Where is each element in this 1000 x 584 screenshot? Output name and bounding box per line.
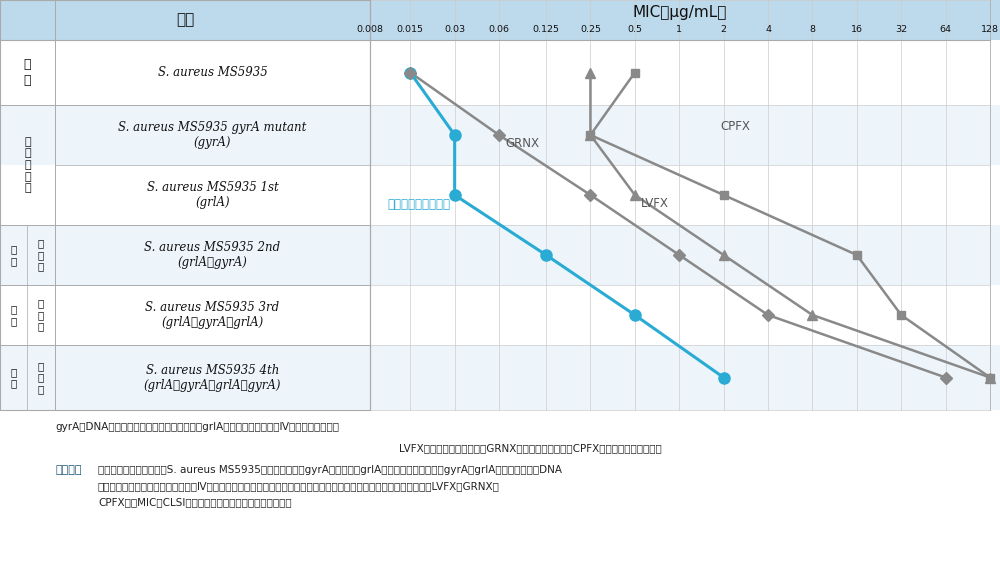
Text: 32: 32 bbox=[895, 25, 907, 33]
Text: 【方法】: 【方法】 bbox=[55, 465, 82, 475]
Text: 16: 16 bbox=[851, 25, 863, 33]
Text: 64: 64 bbox=[940, 25, 952, 33]
Text: ラスクフロキサシン: ラスクフロキサシン bbox=[388, 198, 451, 211]
Text: CPFX）のMICをCLSI寒天平板希釈法に準拠して測定した。: CPFX）のMICをCLSI寒天平板希釈法に準拠して測定した。 bbox=[98, 497, 292, 507]
Text: 変
異
株: 変 異 株 bbox=[38, 298, 44, 332]
Text: 親
株: 親 株 bbox=[24, 58, 31, 86]
Text: 二
重: 二 重 bbox=[10, 244, 17, 266]
Text: MIC（μg/mL）: MIC（μg/mL） bbox=[633, 5, 727, 20]
Text: 0.25: 0.25 bbox=[580, 25, 601, 33]
Text: 0.5: 0.5 bbox=[627, 25, 642, 33]
Text: S. aureus MS5935 3rd
(grlA、gyrA、grlA): S. aureus MS5935 3rd (grlA、gyrA、grlA) bbox=[145, 301, 280, 329]
Text: 0.008: 0.008 bbox=[356, 25, 384, 33]
Text: 128: 128 bbox=[981, 25, 999, 33]
Text: S. aureus MS5935 gyrA mutant
(gyrA): S. aureus MS5935 gyrA mutant (gyrA) bbox=[118, 121, 307, 149]
Text: 0.03: 0.03 bbox=[444, 25, 465, 33]
Text: 0.125: 0.125 bbox=[533, 25, 560, 33]
Bar bbox=[0, 285, 1000, 345]
Text: LVFX: LVFX bbox=[641, 197, 669, 210]
Text: 四
重: 四 重 bbox=[10, 367, 17, 388]
Text: S. aureus MS5935 1st
(grlA): S. aureus MS5935 1st (grlA) bbox=[147, 181, 278, 209]
Bar bbox=[0, 165, 1000, 225]
Text: 変
異
株: 変 異 株 bbox=[38, 361, 44, 394]
Bar bbox=[0, 105, 1000, 165]
Text: S. aureus MS5935 2nd
(grlA、gyrA): S. aureus MS5935 2nd (grlA、gyrA) bbox=[144, 241, 281, 269]
Text: 一
重
変
異
株: 一 重 変 異 株 bbox=[24, 137, 31, 193]
Bar bbox=[0, 40, 1000, 105]
Text: 8: 8 bbox=[809, 25, 815, 33]
Text: CPFX: CPFX bbox=[720, 120, 750, 134]
Text: 1: 1 bbox=[676, 25, 682, 33]
Text: 黄色ブドウ球菌（親株：S. aureus MS5935、一重変異株：gyrA変異株又はgrlA変異株、二重変異株：gyrA、grlA変異株）由来のDNA: 黄色ブドウ球菌（親株：S. aureus MS5935、一重変異株：gyrA変異… bbox=[98, 465, 562, 475]
Text: 変
異
株: 変 異 株 bbox=[38, 238, 44, 272]
Text: 2: 2 bbox=[721, 25, 727, 33]
Text: 0.06: 0.06 bbox=[489, 25, 510, 33]
Bar bbox=[0, 225, 1000, 285]
Bar bbox=[0, 345, 1000, 410]
Text: S. aureus MS5935 4th
(grlA、gyrA、grlA、gyrA): S. aureus MS5935 4th (grlA、gyrA、grlA、gyr… bbox=[144, 363, 281, 391]
Text: 三
重: 三 重 bbox=[10, 304, 17, 326]
Text: gyrA：DNAジャイレースを構成する遗伝子、grlA：トポイソメラーゼⅣを構成する遗伝子: gyrA：DNAジャイレースを構成する遗伝子、grlA：トポイソメラーゼⅣを構成… bbox=[55, 422, 339, 432]
Text: 0.015: 0.015 bbox=[397, 25, 424, 33]
Bar bbox=[0, 0, 370, 410]
Text: ジャイレース及びトポイソメラーゼⅣに変異を有するキノロン標的酵素変異株に対するラスクフロキサシン及び類薬（LVFX、GRNX、: ジャイレース及びトポイソメラーゼⅣに変異を有するキノロン標的酵素変異株に対するラ… bbox=[98, 481, 500, 491]
Text: LVFX：レボフロキサシン　GRNX：ガレノキサシン　CPFX：シプロフロキサシン: LVFX：レボフロキサシン GRNX：ガレノキサシン CPFX：シプロフロキサシ… bbox=[399, 443, 661, 453]
Text: 菌株: 菌株 bbox=[176, 12, 194, 27]
Text: GRNX: GRNX bbox=[505, 137, 539, 150]
Text: S. aureus MS5935: S. aureus MS5935 bbox=[158, 66, 267, 79]
Bar bbox=[0, 0, 1000, 40]
Text: 4: 4 bbox=[765, 25, 771, 33]
